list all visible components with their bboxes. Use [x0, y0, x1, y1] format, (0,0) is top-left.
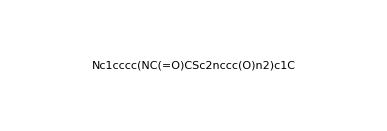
Text: Nc1cccc(NC(=O)CSc2nccc(O)n2)c1C: Nc1cccc(NC(=O)CSc2nccc(O)n2)c1C [91, 61, 296, 70]
